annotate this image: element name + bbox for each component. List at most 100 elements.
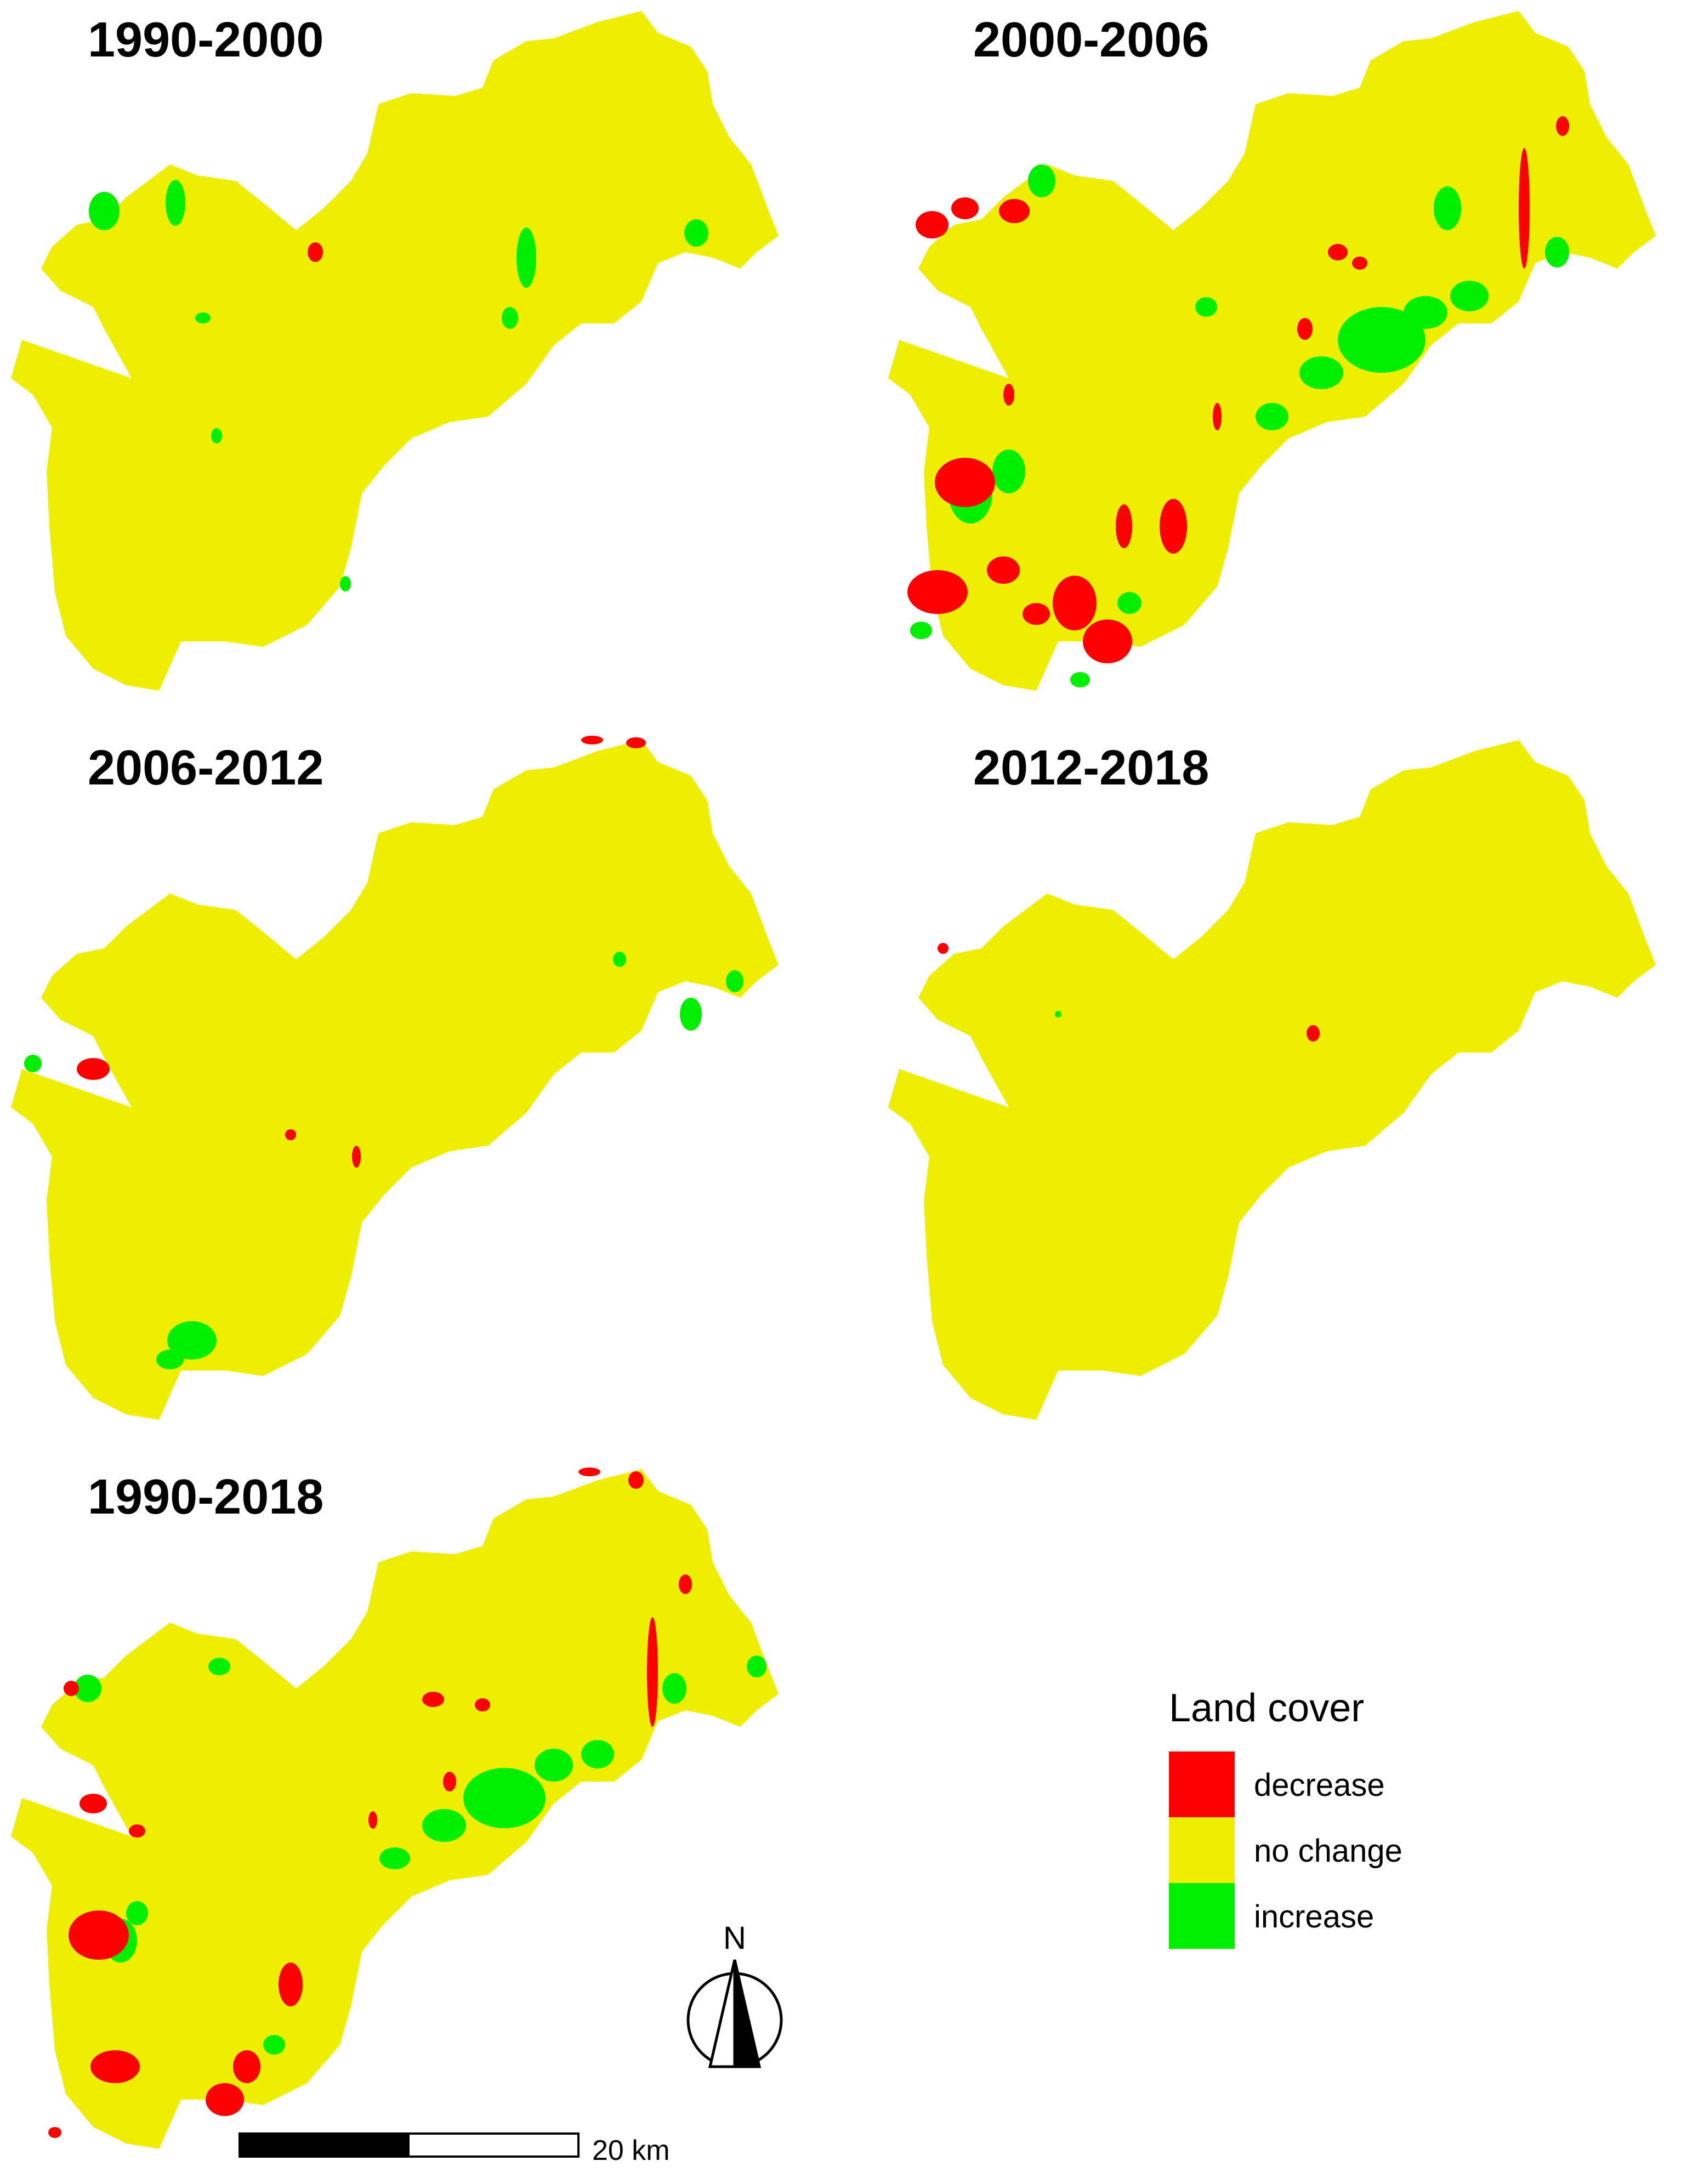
increase-patch xyxy=(379,1847,410,1869)
increase-patch xyxy=(211,428,222,443)
increase-patch xyxy=(24,1055,42,1072)
map-panel-1990-2018: 1990-2018 xyxy=(0,1458,822,2171)
decrease-patch xyxy=(987,556,1020,584)
legend-label: no change xyxy=(1254,1833,1402,1869)
increase-patch xyxy=(1338,307,1426,373)
decrease-patch xyxy=(1307,1025,1320,1042)
decrease-patch xyxy=(79,1794,107,1813)
increase-patch xyxy=(726,970,743,992)
decrease-patch xyxy=(129,1824,145,1838)
scale-bar-label: 20 km xyxy=(592,2135,670,2166)
decrease-patch xyxy=(1328,244,1348,260)
increase-patch xyxy=(1028,164,1055,197)
increase-patch xyxy=(463,1768,546,1828)
map-panel-1990-2000: 1990-2000 xyxy=(0,0,822,713)
panel-title: 2012-2018 xyxy=(973,741,1209,795)
decrease-patch xyxy=(1519,148,1530,269)
decrease-patch xyxy=(1160,499,1187,554)
map-panel-2000-2006: 2000-2006 xyxy=(877,0,1681,713)
increase-patch xyxy=(263,2035,285,2055)
increase-patch xyxy=(1070,672,1090,687)
decrease-patch xyxy=(626,737,646,748)
legend-title: Land cover xyxy=(1169,1686,1365,1730)
legend-item-no-change: no change xyxy=(1169,1817,1476,1883)
increase-patch xyxy=(1256,403,1288,430)
region-outline xyxy=(888,11,1656,691)
scale-bar: 20 km xyxy=(237,2127,688,2171)
legend-item-decrease: decrease xyxy=(1169,1751,1476,1817)
increase-patch xyxy=(126,1901,148,1925)
increase-patch xyxy=(422,1809,466,1842)
legend-swatch-increase xyxy=(1169,1883,1235,1949)
increase-patch xyxy=(535,1749,573,1782)
decrease-patch xyxy=(1116,504,1132,548)
region-outline xyxy=(11,740,779,1420)
region-outline xyxy=(888,740,1656,1420)
increase-patch xyxy=(1299,356,1343,389)
increase-patch xyxy=(1545,237,1569,268)
decrease-patch xyxy=(1083,619,1132,663)
decrease-patch xyxy=(999,199,1030,223)
decrease-patch xyxy=(69,1910,129,1960)
decrease-patch xyxy=(352,1146,361,1168)
increase-patch xyxy=(1055,1011,1061,1017)
decrease-patch xyxy=(77,1058,110,1080)
increase-patch xyxy=(167,1321,217,1360)
legend: Land cover decrease no change increase xyxy=(1162,1686,1491,1971)
decrease-patch xyxy=(938,943,949,954)
decrease-patch xyxy=(285,1129,296,1140)
legend-label: decrease xyxy=(1254,1767,1385,1803)
decrease-patch xyxy=(935,458,995,507)
panel-title: 1990-2018 xyxy=(88,1470,324,1525)
decrease-patch xyxy=(1003,384,1014,406)
land-cover-map xyxy=(11,1468,779,2149)
increase-patch xyxy=(684,219,708,247)
legend-swatch-decrease xyxy=(1169,1751,1235,1817)
decrease-patch xyxy=(1023,603,1050,625)
increase-patch xyxy=(1434,186,1461,230)
decrease-patch xyxy=(64,1681,79,1696)
panel-title: 2006-2012 xyxy=(88,741,324,795)
land-cover-map xyxy=(888,740,1656,1420)
increase-patch xyxy=(992,450,1025,493)
increase-patch xyxy=(662,1673,686,1704)
increase-patch xyxy=(1404,296,1447,329)
north-arrow-right-half-icon xyxy=(733,1959,762,2068)
decrease-patch xyxy=(233,2050,260,2083)
increase-patch xyxy=(747,1656,766,1677)
decrease-patch xyxy=(907,570,968,614)
legend-label: increase xyxy=(1254,1899,1375,1935)
scale-bar-black-segment xyxy=(237,2132,410,2158)
scale-bar-white-segment xyxy=(407,2132,580,2158)
panel-title: 2000-2006 xyxy=(973,13,1209,67)
decrease-patch xyxy=(647,1617,658,1727)
decrease-patch xyxy=(581,736,603,744)
map-panel-2012-2018: 2012-2018 xyxy=(877,729,1681,1442)
region-outline xyxy=(11,1469,779,2149)
increase-patch xyxy=(208,1658,230,1675)
decrease-patch xyxy=(1297,318,1313,340)
decrease-patch xyxy=(1053,576,1097,630)
increase-patch xyxy=(156,1350,184,1369)
increase-patch xyxy=(1195,297,1217,317)
north-arrow: N xyxy=(680,1919,790,2083)
decrease-patch xyxy=(951,197,979,219)
north-label: N xyxy=(723,1920,746,1956)
increase-patch xyxy=(516,228,536,288)
decrease-patch xyxy=(279,1963,303,2006)
map-panel-2006-2012: 2006-2012 xyxy=(0,729,822,1442)
decrease-patch xyxy=(578,1468,600,1476)
decrease-patch xyxy=(679,1574,692,1594)
increase-patch xyxy=(910,622,932,639)
land-cover-map xyxy=(11,736,779,1420)
decrease-patch xyxy=(916,211,949,238)
decrease-patch xyxy=(443,1772,456,1791)
region-outline xyxy=(11,11,779,691)
land-cover-map xyxy=(888,11,1656,691)
increase-patch xyxy=(89,192,120,230)
decrease-patch xyxy=(475,1698,490,1711)
land-cover-map xyxy=(11,11,779,691)
increase-patch xyxy=(581,1740,614,1768)
increase-patch xyxy=(1117,592,1142,614)
legend-item-increase: increase xyxy=(1169,1883,1476,1949)
